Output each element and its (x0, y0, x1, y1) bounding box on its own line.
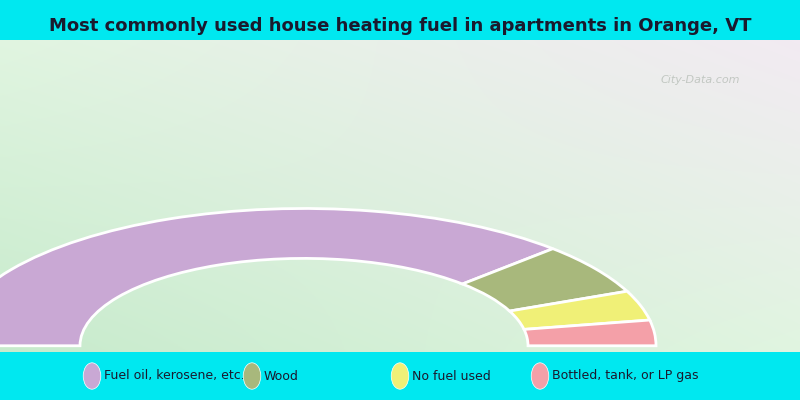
Text: Fuel oil, kerosene, etc.: Fuel oil, kerosene, etc. (104, 370, 245, 382)
Text: City-Data.com: City-Data.com (660, 75, 740, 85)
Text: No fuel used: No fuel used (412, 370, 490, 382)
Text: Most commonly used house heating fuel in apartments in Orange, VT: Most commonly used house heating fuel in… (49, 17, 751, 35)
Ellipse shape (243, 363, 261, 389)
Text: Bottled, tank, or LP gas: Bottled, tank, or LP gas (552, 370, 698, 382)
Wedge shape (524, 320, 656, 346)
Ellipse shape (83, 363, 101, 389)
Ellipse shape (391, 363, 409, 389)
Text: Wood: Wood (264, 370, 299, 382)
Wedge shape (510, 291, 650, 329)
Wedge shape (0, 208, 553, 346)
Wedge shape (462, 249, 627, 311)
Ellipse shape (531, 363, 549, 389)
